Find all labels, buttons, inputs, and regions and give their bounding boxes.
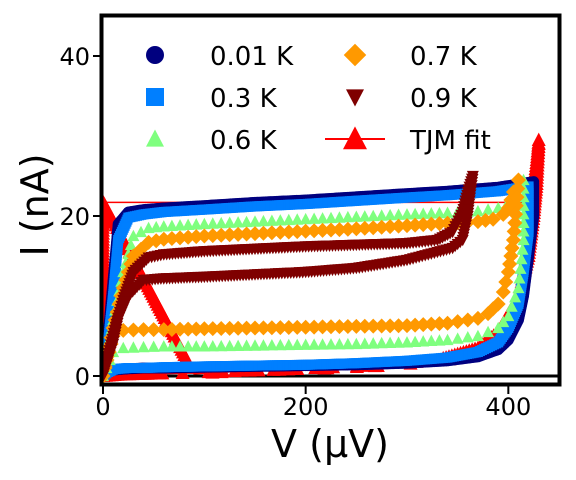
legend-label: 0.01 K bbox=[210, 42, 294, 72]
legend-label: 0.9 K bbox=[410, 84, 478, 114]
legend-label: 0.7 K bbox=[410, 42, 478, 72]
legend-label: TJM fit bbox=[409, 126, 491, 156]
y-tick-label: 40 bbox=[59, 43, 90, 71]
y-axis-label: I (nA) bbox=[13, 153, 57, 256]
y-tick-label: 0 bbox=[75, 363, 90, 391]
legend-marker bbox=[146, 46, 164, 64]
x-tick-label: 400 bbox=[485, 393, 531, 421]
legend-label: 0.3 K bbox=[210, 84, 278, 114]
x-tick-label: 0 bbox=[95, 393, 110, 421]
x-axis-label: V (μV) bbox=[271, 422, 389, 466]
y-tick-label: 20 bbox=[59, 203, 90, 231]
legend-label: 0.6 K bbox=[210, 126, 278, 156]
x-tick-label: 200 bbox=[283, 393, 329, 421]
legend-marker bbox=[146, 88, 164, 106]
